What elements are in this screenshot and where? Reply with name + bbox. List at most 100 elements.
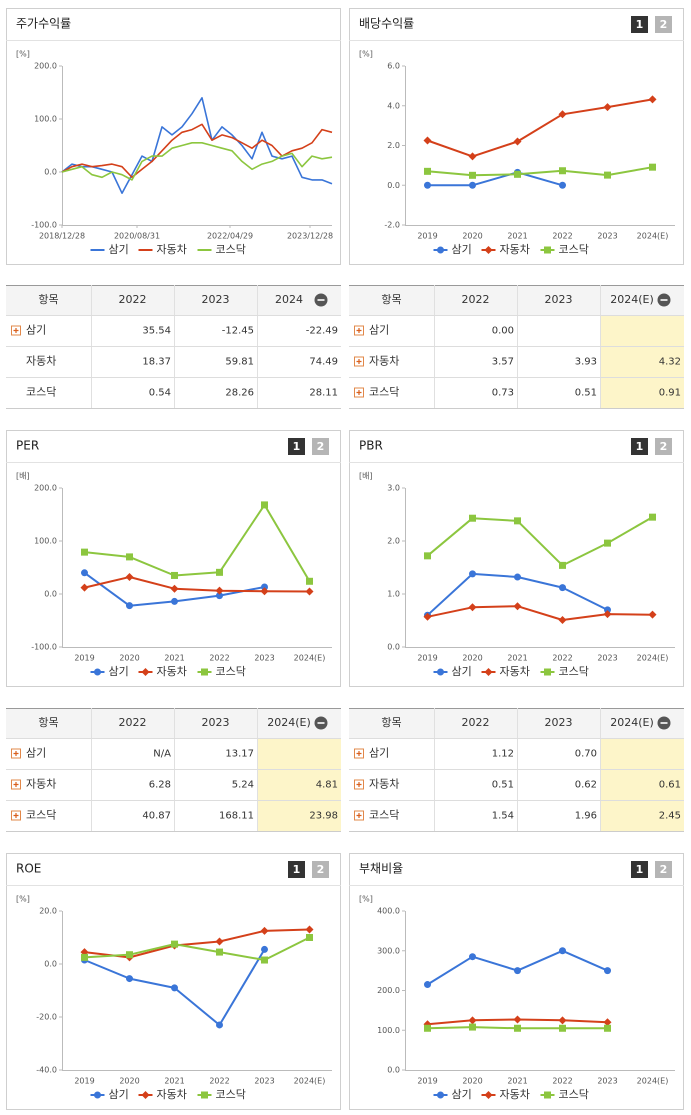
- panel-title: ROE: [16, 862, 41, 876]
- y-tick-label: -100.0: [31, 221, 57, 230]
- expand-button-icon[interactable]: [356, 813, 362, 818]
- x-tick-label: 2022: [552, 654, 572, 663]
- marker: [468, 152, 477, 161]
- legend-label: 삼기: [452, 243, 472, 256]
- row-label: 자동차: [26, 355, 56, 368]
- marker: [603, 1018, 612, 1027]
- table-cell: 2.45: [659, 811, 681, 822]
- tab-button[interactable]: [655, 861, 672, 878]
- table-header: 2022: [119, 716, 147, 729]
- table-cell: -22.49: [306, 326, 338, 337]
- marker: [514, 967, 521, 975]
- marker: [126, 975, 133, 983]
- series-line: [84, 928, 310, 959]
- table-header: 2023: [202, 716, 230, 729]
- marker: [514, 1024, 521, 1032]
- expand-button-icon[interactable]: [356, 359, 362, 364]
- table-cell: 0.91: [659, 388, 681, 399]
- tab-button[interactable]: [655, 438, 672, 455]
- table-header-bg: [6, 708, 341, 738]
- x-tick-label: 2024(E): [637, 1077, 669, 1086]
- marker: [201, 668, 208, 676]
- marker: [604, 606, 611, 614]
- marker: [559, 947, 566, 955]
- x-tick-label: 2020/08/31: [114, 232, 160, 241]
- tab-button[interactable]: [631, 16, 648, 33]
- legend-label: 자동차: [157, 1088, 187, 1101]
- tab-button[interactable]: [631, 438, 648, 455]
- marker: [423, 612, 432, 621]
- expand-button-icon[interactable]: [13, 751, 19, 756]
- tab-button-label[interactable]: 2: [317, 440, 325, 453]
- expand-button-icon[interactable]: [356, 751, 362, 756]
- marker: [171, 597, 178, 605]
- tab-button-label[interactable]: 2: [660, 863, 668, 876]
- y-tick-label: 300.0: [377, 946, 400, 955]
- table-cell: 0.00: [492, 326, 514, 337]
- series-line: [84, 503, 311, 582]
- expand-button-icon[interactable]: [13, 328, 19, 333]
- tab-button-label[interactable]: 1: [636, 440, 644, 453]
- tab-button[interactable]: [631, 861, 648, 878]
- table-header: 항목: [38, 293, 58, 306]
- tab-button[interactable]: [312, 861, 329, 878]
- marker: [261, 583, 268, 591]
- marker: [424, 552, 431, 560]
- marker: [604, 1024, 611, 1032]
- legend-label: 코스닥: [559, 1088, 589, 1101]
- y-tick-label: 4.0: [387, 101, 400, 110]
- marker: [170, 584, 179, 593]
- table-cell: 0.62: [575, 780, 597, 791]
- marker: [603, 103, 612, 112]
- tab-button[interactable]: [312, 438, 329, 455]
- unit-label: [%]: [359, 895, 373, 904]
- tab-button[interactable]: [288, 861, 305, 878]
- tab-button[interactable]: [655, 16, 672, 33]
- y-tick-label: 100.0: [34, 115, 57, 124]
- marker: [423, 136, 432, 145]
- expand-button-icon[interactable]: [13, 782, 19, 787]
- table-header-bg: [349, 285, 684, 315]
- table-cell: 74.49: [309, 357, 338, 368]
- tab-button-label[interactable]: 2: [317, 863, 325, 876]
- table-cell: 4.32: [659, 357, 681, 368]
- marker: [469, 1023, 476, 1031]
- expand-button-icon[interactable]: [356, 782, 362, 787]
- expand-button-icon[interactable]: [356, 328, 362, 333]
- table-cell: 5.24: [232, 780, 254, 791]
- expand-button-icon[interactable]: [13, 813, 19, 818]
- marker: [559, 584, 566, 592]
- marker: [424, 1024, 431, 1032]
- table-header: 항목: [381, 716, 401, 729]
- table-cell: 4.81: [316, 780, 338, 791]
- table-header: 2023: [545, 716, 573, 729]
- row-label: 자동차: [26, 778, 56, 791]
- tab-button-label[interactable]: 1: [636, 18, 644, 31]
- table-cell: 40.87: [142, 811, 171, 822]
- y-tick-label: 200.0: [34, 62, 57, 71]
- tab-button-label[interactable]: 1: [293, 440, 301, 453]
- table-cell: 168.11: [219, 811, 254, 822]
- unit-label: [%]: [359, 50, 373, 59]
- x-tick-label: 2024(E): [294, 1077, 326, 1086]
- y-tick-label: 0.0: [44, 590, 57, 599]
- y-tick-label: 0.0: [387, 643, 400, 652]
- legend-label: 코스닥: [216, 243, 246, 256]
- table-cell: 0.54: [149, 388, 171, 399]
- series-line: [84, 576, 310, 593]
- tab-button-label[interactable]: 2: [660, 440, 668, 453]
- x-tick-label: 2020: [119, 1077, 139, 1086]
- marker: [305, 587, 314, 596]
- row-label: 코스닥: [26, 386, 56, 399]
- legend-label: 삼기: [109, 1088, 129, 1101]
- tab-button[interactable]: [288, 438, 305, 455]
- tab-button-label[interactable]: 1: [636, 863, 644, 876]
- table-cell: 59.81: [225, 357, 254, 368]
- x-tick-label: 2021: [164, 1077, 184, 1086]
- tab-button-label[interactable]: 2: [660, 18, 668, 31]
- marker: [171, 940, 178, 948]
- expand-button-icon[interactable]: [356, 390, 362, 395]
- tab-button-label[interactable]: 1: [293, 863, 301, 876]
- table-cell: 1.54: [492, 811, 514, 822]
- x-tick-label: 2023: [597, 232, 617, 241]
